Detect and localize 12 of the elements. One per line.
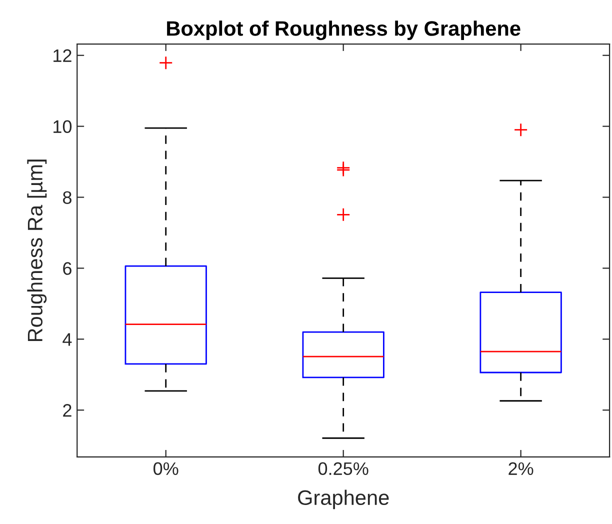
y-tick-label: 2 — [63, 404, 72, 417]
y-axis-title: Roughness Ra [µm] — [27, 160, 47, 342]
y-tick-label: 4 — [62, 333, 72, 346]
y-tick-label: 10 — [54, 120, 72, 134]
x-tick-label: 0% — [154, 462, 178, 476]
y-tick-label: 12 — [54, 49, 72, 62]
chart-title: Boxplot of Roughness by Graphene — [167, 20, 520, 40]
y-tick-label: 6 — [63, 262, 72, 275]
x-axis-title: Graphene — [298, 490, 389, 510]
x-tick-label: 0.25% — [318, 462, 368, 476]
y-tick-label: 8 — [62, 191, 72, 204]
x-tick-label: 2% — [508, 462, 534, 475]
